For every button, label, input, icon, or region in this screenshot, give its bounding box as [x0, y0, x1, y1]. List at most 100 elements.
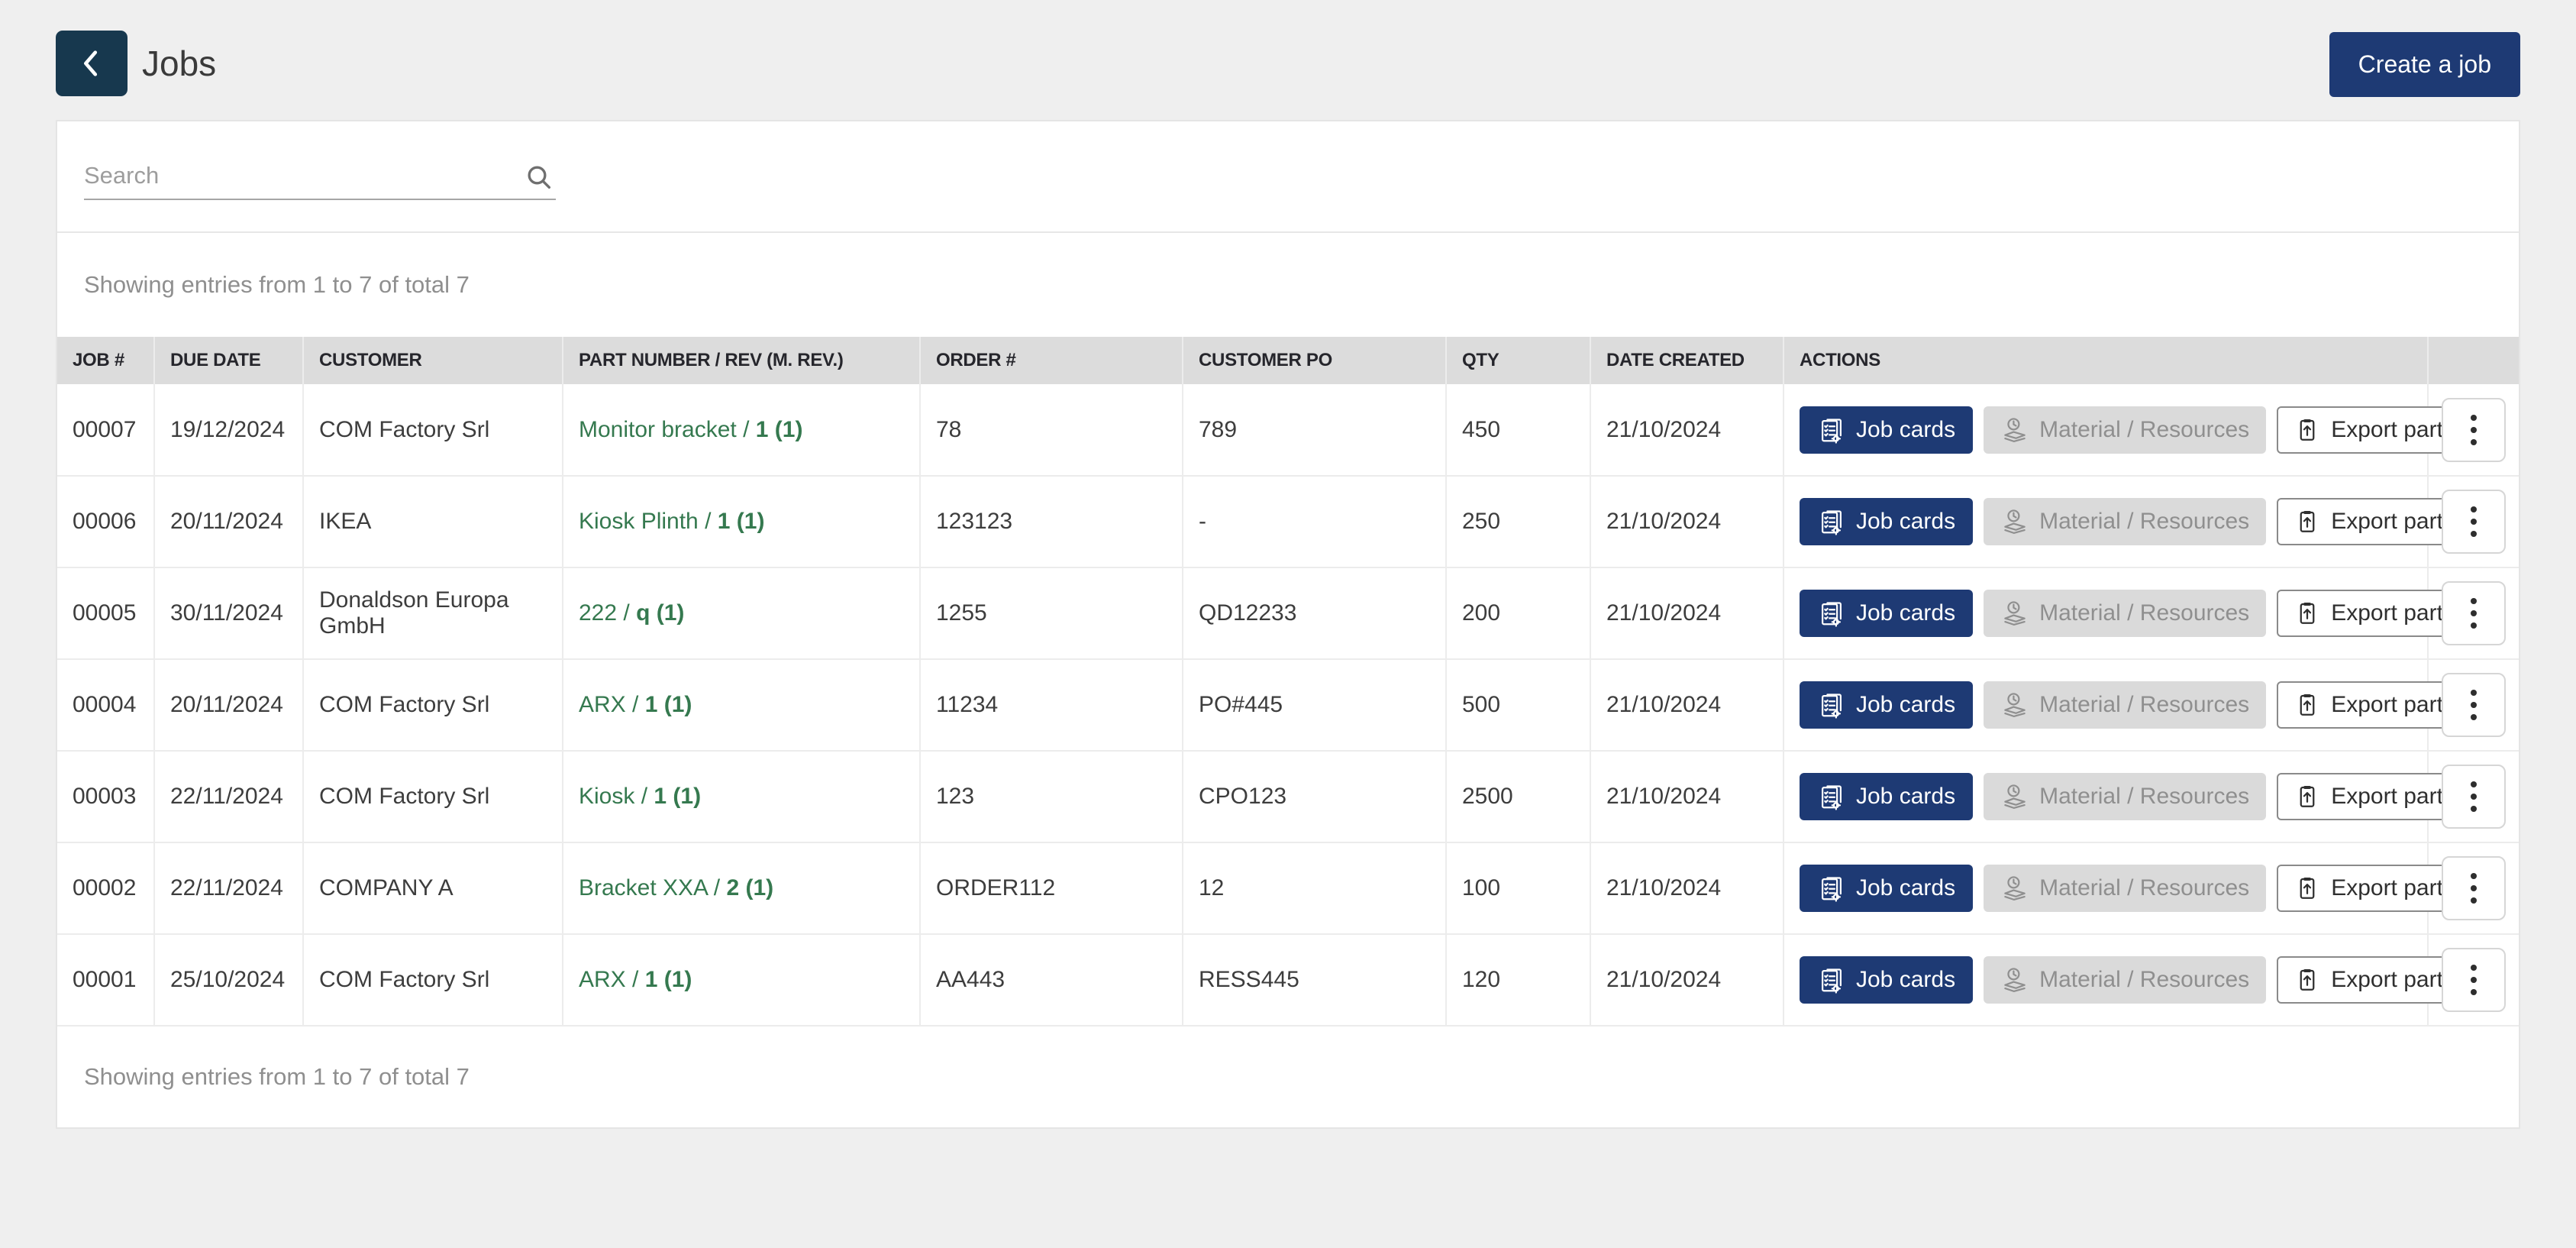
kebab-dot [2471, 965, 2477, 971]
kebab-dot [2471, 506, 2477, 512]
export-part-label: Export part [2331, 416, 2443, 442]
part-number-link[interactable]: Kiosk [579, 784, 635, 809]
job-cards-label: Job cards [1856, 600, 1956, 626]
material-resources-button[interactable]: Material / Resources [1984, 773, 2267, 820]
column-header-actions: ACTIONS [1784, 337, 2429, 384]
actions-cell: Job cards Material / Resources [1784, 842, 2460, 935]
qty-cell: 2500 [1446, 751, 1591, 843]
qty-cell: 250 [1446, 476, 1591, 568]
material-resources-button[interactable]: Material / Resources [1984, 956, 2267, 1004]
order-number-cell: 1255 [920, 567, 1183, 660]
create-job-button[interactable]: Create a job [2329, 32, 2520, 97]
job-cards-button[interactable]: Job cards [1800, 406, 1974, 454]
search-input[interactable] [84, 153, 556, 199]
part-number-link[interactable]: ARX [579, 967, 626, 992]
part-number-link[interactable]: Kiosk Plinth [579, 509, 699, 534]
part-cell: ARX / 1 (1) [563, 659, 921, 752]
due-date-cell: 25/10/2024 [154, 934, 304, 1027]
job-cards-label: Job cards [1856, 875, 1956, 900]
table-row: 00002 22/11/2024 COMPANY A Bracket XXA /… [57, 842, 2519, 935]
part-number-link[interactable]: Monitor bracket [579, 416, 737, 442]
row-menu-button[interactable] [2442, 856, 2506, 920]
material-resources-label: Material / Resources [2039, 784, 2250, 809]
customer-cell: COM Factory Srl [303, 384, 563, 477]
customer-po-cell: 12 [1183, 842, 1447, 935]
part-cell: Kiosk Plinth / 1 (1) [563, 476, 921, 568]
export-part-button[interactable]: Export part [2277, 956, 2460, 1004]
customer-po-cell: PO#445 [1183, 659, 1447, 752]
row-menu-button[interactable] [2442, 948, 2506, 1012]
kebab-dot [2471, 610, 2477, 616]
part-number-link[interactable]: ARX [579, 692, 626, 717]
row-menu-button[interactable] [2442, 765, 2506, 829]
row-menu-button[interactable] [2442, 673, 2506, 737]
job-cards-button[interactable]: Job cards [1800, 773, 1974, 820]
row-menu-cell [2428, 476, 2519, 568]
job-number-cell: 00006 [57, 476, 155, 568]
job-cards-button[interactable]: Job cards [1800, 681, 1974, 729]
order-number-cell: 78 [920, 384, 1183, 477]
part-revision: 1 (1) [755, 416, 803, 442]
customer-cell: COM Factory Srl [303, 751, 563, 843]
job-cards-button[interactable]: Job cards [1800, 498, 1974, 545]
material-resources-icon [2004, 784, 2026, 809]
order-number-cell: 123 [920, 751, 1183, 843]
export-part-button[interactable]: Export part [2277, 406, 2460, 454]
export-part-icon [2300, 786, 2315, 807]
jobs-table: JOB # DUE DATE CUSTOMER PART NUMBER / RE… [57, 337, 2519, 1027]
export-part-icon [2300, 694, 2315, 716]
job-cards-button[interactable]: Job cards [1800, 590, 1974, 637]
column-header-qty: QTY [1446, 337, 1591, 384]
material-resources-icon [2004, 509, 2026, 534]
actions-group: Job cards Material / Resources [1800, 590, 2460, 637]
job-cards-icon [1822, 418, 1842, 444]
material-resources-label: Material / Resources [2039, 692, 2250, 717]
customer-cell: COM Factory Srl [303, 659, 563, 752]
jobs-table-head: JOB # DUE DATE CUSTOMER PART NUMBER / RE… [57, 337, 2519, 384]
order-number-cell: ORDER112 [920, 842, 1183, 935]
kebab-dot [2471, 690, 2477, 696]
export-part-button[interactable]: Export part [2277, 865, 2460, 912]
material-resources-label: Material / Resources [2039, 875, 2250, 900]
kebab-dot [2471, 438, 2477, 445]
part-cell: ARX / 1 (1) [563, 934, 921, 1027]
order-number-cell: AA443 [920, 934, 1183, 1027]
row-menu-cell [2428, 384, 2519, 477]
search-box [84, 153, 556, 200]
export-part-icon [2300, 878, 2315, 899]
export-part-button[interactable]: Export part [2277, 681, 2460, 729]
column-header-order-number: ORDER # [920, 337, 1183, 384]
part-separator: / [634, 784, 654, 809]
part-revision: 1 (1) [644, 692, 692, 717]
export-part-button[interactable]: Export part [2277, 773, 2460, 820]
part-number-link[interactable]: Bracket XXA [579, 875, 708, 900]
material-resources-button[interactable]: Material / Resources [1984, 498, 2267, 545]
part-revision: 1 (1) [644, 967, 692, 992]
search-section [57, 121, 2519, 233]
customer-po-cell: - [1183, 476, 1447, 568]
row-menu-button[interactable] [2442, 490, 2506, 554]
table-row: 00004 20/11/2024 COM Factory Srl ARX / 1… [57, 659, 2519, 752]
back-button[interactable] [56, 31, 128, 96]
material-resources-button[interactable]: Material / Resources [1984, 406, 2267, 454]
row-menu-cell [2428, 567, 2519, 660]
material-resources-button[interactable]: Material / Resources [1984, 590, 2267, 637]
row-menu-button[interactable] [2442, 397, 2506, 462]
table-row: 00007 19/12/2024 COM Factory Srl Monitor… [57, 384, 2519, 477]
job-cards-label: Job cards [1856, 692, 1956, 717]
export-part-button[interactable]: Export part [2277, 498, 2460, 545]
material-resources-button[interactable]: Material / Resources [1984, 865, 2267, 912]
customer-cell: COMPANY A [303, 842, 563, 935]
job-cards-button[interactable]: Job cards [1800, 865, 1974, 912]
material-resources-button[interactable]: Material / Resources [1984, 681, 2267, 729]
export-part-button[interactable]: Export part [2277, 590, 2460, 637]
due-date-cell: 22/11/2024 [154, 751, 304, 843]
qty-cell: 450 [1446, 384, 1591, 477]
job-number-cell: 00004 [57, 659, 155, 752]
export-part-label: Export part [2331, 875, 2443, 900]
part-number-link[interactable]: 222 [579, 600, 618, 626]
row-menu-button[interactable] [2442, 581, 2506, 645]
job-cards-button[interactable]: Job cards [1800, 956, 1974, 1004]
kebab-dot [2471, 977, 2477, 983]
actions-group: Job cards Material / Resources [1800, 406, 2460, 454]
